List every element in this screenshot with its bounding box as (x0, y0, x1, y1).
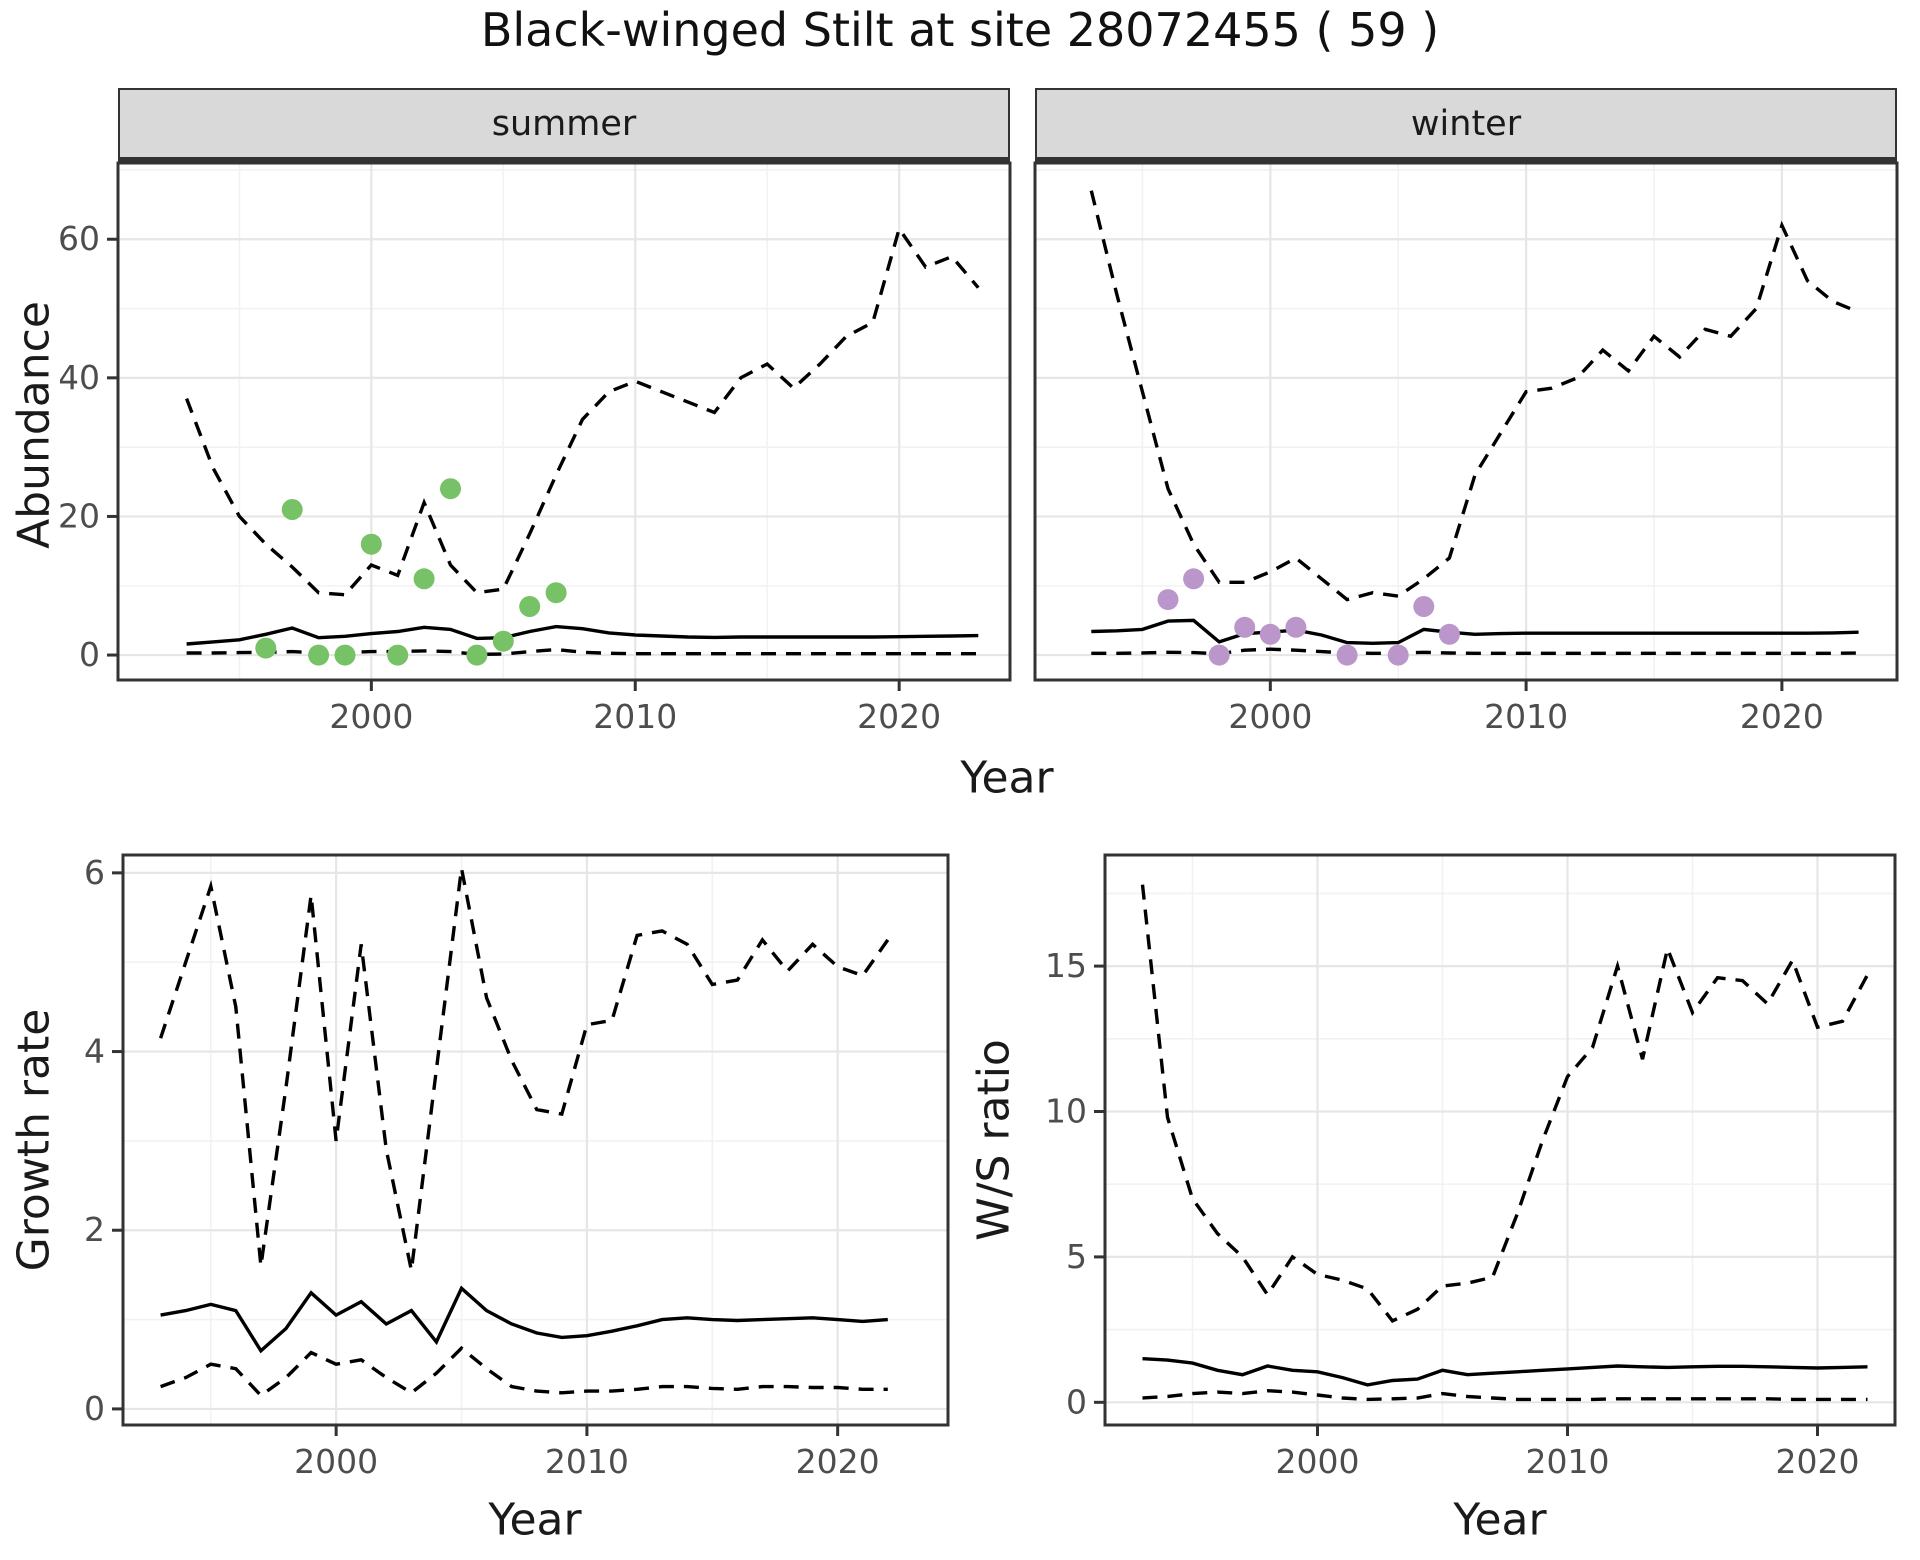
panel-background (118, 163, 1010, 680)
fit-line (186, 624, 979, 646)
abundance-winter-panel: 2000 2010 2020 (1033, 161, 1899, 736)
facet-label-winter: winter (1410, 103, 1522, 144)
facet-strip-winter: winter (1035, 88, 1897, 163)
lower-ci-line (1142, 1388, 1868, 1402)
data-point (1285, 616, 1307, 638)
panel-border (1103, 853, 1897, 1427)
y-tick-label: 6 (84, 853, 105, 892)
panel-background (123, 855, 948, 1425)
fit-line (160, 1285, 888, 1354)
x-tick-label: 2000 (294, 1442, 378, 1481)
data-point (360, 533, 382, 555)
data-point (255, 637, 277, 659)
x-axis-title-year-bottom-left: Year (488, 1494, 582, 1546)
data-point (281, 499, 303, 520)
data-point (1413, 596, 1435, 617)
x-tick-label: 2010 (1526, 1442, 1610, 1481)
data-point (308, 644, 330, 666)
data-point (1234, 616, 1256, 638)
data-point (1208, 644, 1230, 666)
data-point (440, 478, 461, 500)
y-tick-label: 0 (79, 635, 100, 674)
data-point (1183, 568, 1205, 590)
data-point (387, 644, 409, 666)
y-tick-label: 15 (1045, 946, 1087, 985)
upper-ci-line (185, 224, 980, 597)
facet-strip-summer: summer (118, 88, 1010, 163)
panel-background (1105, 855, 1895, 1425)
upper-ci-line (158, 868, 890, 1271)
y-tick-label: 4 (84, 1032, 105, 1071)
y-tick-label: 0 (84, 1389, 105, 1428)
growth-rate-panel: 2000 2010 2020 0 2 4 6 (84, 853, 950, 1481)
x-axis-title-year-bottom-right: Year (1453, 1494, 1547, 1546)
upper-ci-line (1140, 884, 1869, 1324)
data-point (1336, 644, 1358, 666)
x-tick-label: 2010 (593, 697, 677, 736)
x-tick-label: 2000 (1228, 697, 1312, 736)
x-tick-label: 2020 (857, 697, 941, 736)
data-point (1259, 623, 1281, 645)
y-tick-label: 5 (1066, 1237, 1087, 1276)
y-tick-label: 20 (60, 496, 100, 535)
x-tick-label: 2000 (329, 697, 413, 736)
data-point (334, 644, 356, 666)
panel-background (1035, 163, 1897, 680)
x-tick-label: 2010 (1484, 697, 1568, 736)
data-point (492, 630, 514, 652)
data-point (466, 644, 488, 666)
y-tick-label: 0 (1066, 1382, 1087, 1421)
x-tick-label: 2000 (1276, 1442, 1360, 1481)
data-point (545, 582, 567, 604)
data-point (1157, 589, 1179, 611)
y-tick-label: 2 (84, 1210, 105, 1249)
x-axis-title-year-top: Year (960, 752, 1054, 804)
facet-label-summer: summer (491, 103, 637, 144)
fit-line (1142, 1357, 1868, 1387)
panel-border (1033, 161, 1899, 682)
panel-border (116, 161, 1012, 682)
lower-ci-line (160, 1345, 888, 1398)
y-tick-label: 10 (1045, 1092, 1087, 1131)
x-tick-label: 2020 (1740, 697, 1824, 736)
data-point (1387, 644, 1409, 666)
data-point (413, 568, 435, 590)
page-title: Black-winged Stilt at site 28072455 ( 59… (480, 3, 1440, 57)
data-point (519, 596, 541, 617)
panel-border (121, 853, 950, 1427)
y-axis-title-abundance: Abundance (8, 301, 60, 549)
x-tick-label: 2020 (796, 1442, 880, 1481)
y-tick-label: 60 (60, 219, 100, 258)
x-tick-label: 2010 (545, 1442, 629, 1481)
abundance-summer-panel: 2000 2010 2020 0 20 40 60 (60, 161, 1012, 736)
ws-ratio-panel: 2000 2010 2020 0 5 10 15 (1045, 853, 1897, 1481)
fit-line (1091, 618, 1859, 646)
upper-ci-line (1089, 190, 1860, 602)
x-tick-label: 2020 (1776, 1442, 1860, 1481)
data-point (1438, 623, 1460, 645)
y-tick-label: 40 (60, 358, 100, 397)
